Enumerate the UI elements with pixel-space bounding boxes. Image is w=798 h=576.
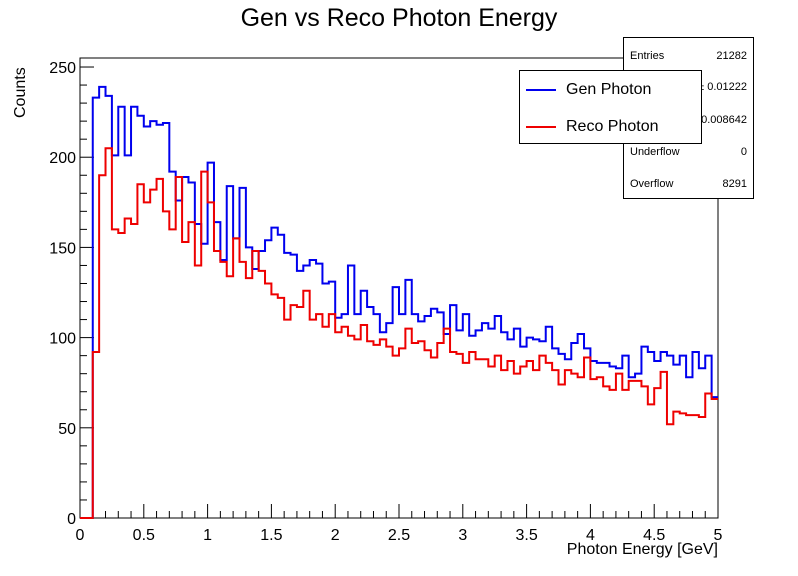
legend-entry-reco: Reco Photon — [526, 118, 659, 136]
x-tick-label: 1.5 — [260, 527, 282, 544]
stats-underflow-label: Underflow — [630, 146, 680, 158]
legend-swatch-gen — [526, 89, 556, 91]
y-tick-label: 250 — [49, 60, 76, 77]
legend-label-gen: Gen Photon — [566, 81, 652, 98]
x-tick-label: 5 — [714, 527, 723, 544]
chart-title: Gen vs Reco Photon Energy — [240, 4, 558, 32]
x-tick-label: 1 — [203, 527, 212, 544]
x-tick-label: 0 — [76, 527, 85, 544]
y-tick-label: 100 — [49, 331, 76, 348]
reco-photon-histogram — [80, 147, 718, 519]
stats-entries-value: 21282 — [716, 50, 747, 62]
y-tick-label: 150 — [49, 240, 76, 257]
stats-overflow-label: Overflow — [630, 178, 674, 190]
legend-swatch-reco — [526, 126, 556, 128]
x-tick-label: 2.5 — [388, 527, 410, 544]
stats-underflow-value: 0 — [740, 146, 747, 158]
stats-overflow-value: 8291 — [722, 178, 747, 190]
y-tick-label: 0 — [67, 511, 76, 528]
x-axis-label: Photon Energy [GeV] — [566, 541, 718, 558]
x-tick-label: 4.5 — [643, 527, 665, 544]
chart-legend: Gen Photon Reco Photon — [519, 70, 702, 144]
stats-entries-label: Entries — [630, 50, 665, 62]
legend-entry-gen: Gen Photon — [526, 81, 651, 99]
x-tick-label: 3.5 — [515, 527, 537, 544]
x-tick-label: 0.5 — [133, 527, 155, 544]
x-tick-label: 2 — [331, 527, 340, 544]
stats-entries-row: Entries 21282 — [630, 50, 747, 62]
stats-underflow-row: Underflow 0 — [630, 146, 747, 158]
y-axis-label: Counts — [12, 67, 29, 118]
y-tick-label: 200 — [49, 150, 76, 167]
x-tick-label: 4 — [586, 527, 595, 544]
y-tick-label: 50 — [58, 421, 76, 438]
gen-photon-histogram — [80, 85, 718, 519]
legend-label-reco: Reco Photon — [566, 118, 659, 135]
x-tick-label: 3 — [458, 527, 467, 544]
stats-overflow-row: Overflow 8291 — [630, 178, 747, 190]
